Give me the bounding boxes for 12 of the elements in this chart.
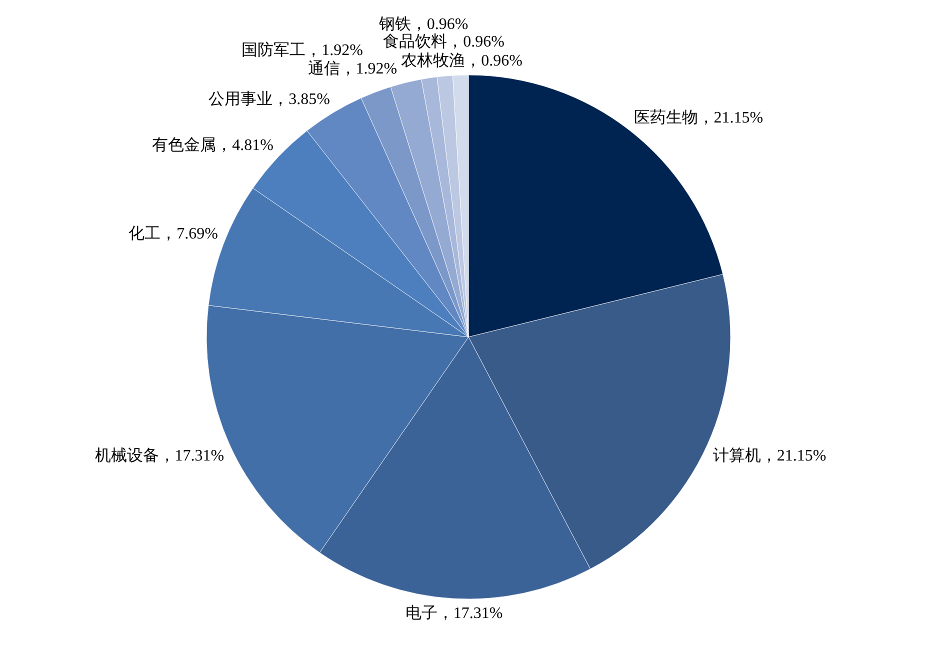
slice-label: 电子，17.31% <box>405 604 503 622</box>
slice-label: 计算机，21.15% <box>712 446 826 464</box>
slice-label: 化工，7.69% <box>128 225 218 242</box>
slice-label: 通信，1.92% <box>308 59 398 78</box>
slice-label: 公用事业，3.85% <box>208 90 330 108</box>
slice-label: 有色金属，4.81% <box>152 136 274 154</box>
slice-label: 国防军工，1.92% <box>242 40 363 59</box>
slice-label: 钢铁，0.96% <box>378 16 468 33</box>
slice-label: 农林牧渔，0.96% <box>401 52 522 70</box>
slice-label: 食品饮料，0.96% <box>383 32 504 51</box>
slice-label: 医药生物，21.15% <box>634 108 764 127</box>
slice-label: 机械设备，17.31% <box>94 446 224 464</box>
